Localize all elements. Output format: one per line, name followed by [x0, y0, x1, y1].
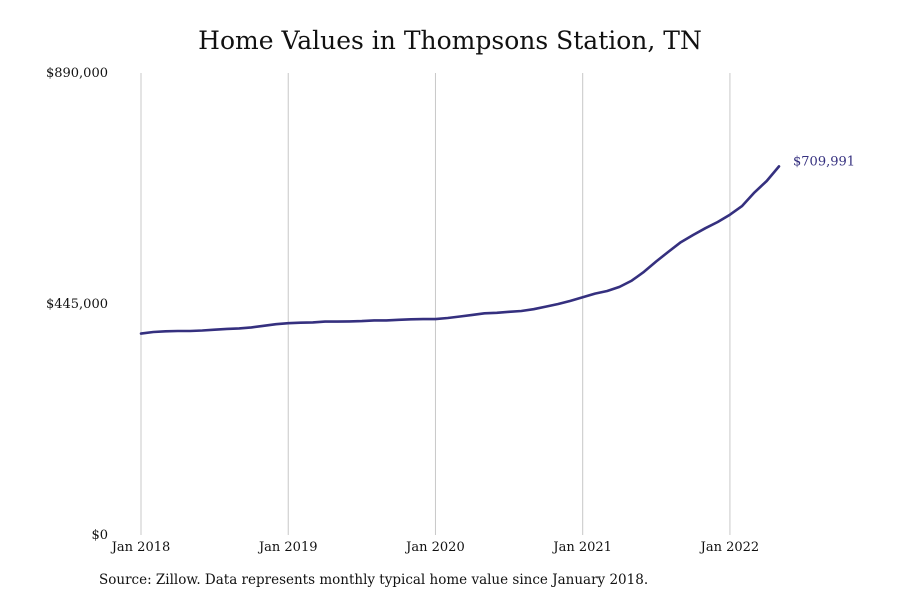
y-tick-label: $890,000 — [46, 66, 108, 81]
x-tick-label: Jan 2018 — [110, 540, 171, 555]
chart-title: Home Values in Thompsons Station, TN — [198, 26, 702, 55]
y-tick-label: $0 — [91, 528, 108, 543]
end-value-label: $709,991 — [793, 154, 855, 169]
grid-lines — [140, 73, 731, 535]
series-line — [139, 165, 781, 335]
source-note: Source: Zillow. Data represents monthly … — [99, 572, 649, 588]
x-tick-label: Jan 2019 — [257, 540, 318, 555]
x-tick-label: Jan 2020 — [404, 540, 465, 555]
x-axis-tick-labels: Jan 2018 Jan 2019 Jan 2020 Jan 2021 Jan 2022 — [110, 540, 759, 555]
y-tick-label: $445,000 — [46, 297, 108, 312]
x-tick-label: Jan 2022 — [699, 540, 760, 555]
series-layer — [139, 165, 781, 335]
y-axis-tick-labels: $0 $445,000 $890,000 — [46, 66, 108, 543]
x-tick-label: Jan 2021 — [551, 540, 612, 555]
